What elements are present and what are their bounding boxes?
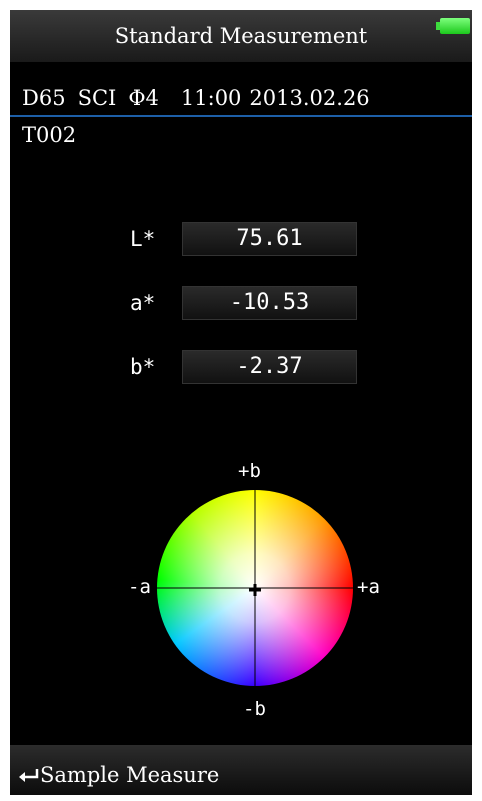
axis-label: +a [357,576,380,598]
field-value: 75.61 [182,222,357,256]
axis-label: -b [243,698,266,720]
sample-name: T002 [22,123,77,147]
device-screen: Standard Measurement D65 SCI Φ4 11:00 20… [10,10,472,795]
field-label: L* [130,227,156,251]
sample-marker [249,584,261,596]
illuminant: D65 [22,86,66,110]
time: 11:00 [180,86,242,110]
status-line: D65 SCI Φ4 11:00 2013.02.26 [22,86,370,110]
aperture: Φ4 [128,86,159,110]
footer-bar [10,745,472,795]
return-icon [19,769,39,782]
mode: SCI [77,86,117,110]
field-value: -10.53 [182,286,357,320]
battery-icon [440,18,470,34]
date: 2013.02.26 [249,86,370,110]
divider [10,115,472,117]
soft-key[interactable]: Sample Measure [40,763,220,787]
field-label: a* [130,291,156,315]
wheel-axes [157,490,353,686]
field-label: b* [130,355,156,379]
field-value: -2.37 [182,350,357,384]
title-bar [10,10,472,62]
screen-title: Standard Measurement [114,24,368,48]
battery-tip [436,22,440,30]
axis-label: +b [238,460,261,482]
axis-label: -a [128,576,151,598]
